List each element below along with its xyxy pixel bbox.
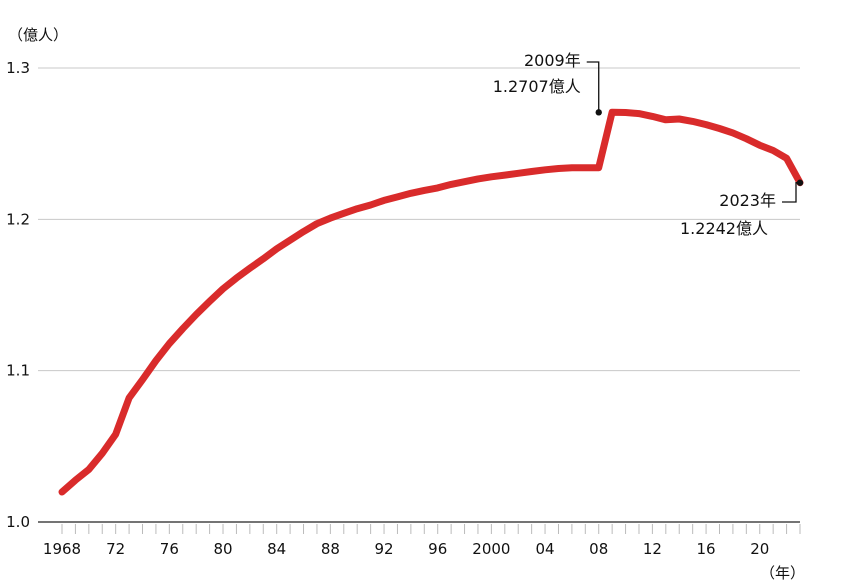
x-tick-label: 20	[750, 540, 769, 558]
series-layer	[58, 108, 804, 496]
y-tick-label: 1.1	[6, 362, 30, 380]
y-unit-label: （億人）	[8, 26, 68, 44]
x-tick-label: 84	[267, 540, 286, 558]
x-tick-label: 92	[374, 540, 393, 558]
annotation-leader	[586, 61, 600, 113]
annotations: 2009年 1.2707億人 2023年 1.2242億人	[493, 51, 804, 238]
x-tick-label: 72	[106, 540, 125, 558]
annotation-value: 1.2242億人	[680, 219, 768, 238]
annotation-year: 2023年	[719, 191, 776, 210]
x-tick-label: 88	[321, 540, 340, 558]
x-tick-label: 12	[643, 540, 662, 558]
y-tick-label: 1.2	[6, 210, 30, 228]
x-tick-label: 80	[213, 540, 232, 558]
x-tick-label: 96	[428, 540, 447, 558]
x-tick-label: 08	[589, 540, 608, 558]
x-tick-label: 04	[536, 540, 555, 558]
series-line	[58, 108, 804, 496]
x-tick-label: 76	[160, 540, 179, 558]
annotation-year: 2009年	[524, 51, 581, 70]
y-axis-ticks: 1.0 1.1 1.2 1.3	[6, 59, 30, 531]
x-tick-label: 1968	[43, 540, 81, 558]
x-axis: 1968 72 76 80 84 88 92 96 2000 04 08 12 16 20	[43, 524, 801, 558]
y-tick-label: 1.0	[6, 513, 30, 531]
x-tick-label: 16	[697, 540, 716, 558]
x-tick-label: 2000	[472, 540, 510, 558]
gridlines	[38, 67, 800, 523]
annotation-value: 1.2707億人	[493, 77, 581, 96]
x-unit-label: （年）	[760, 564, 805, 582]
y-tick-label: 1.3	[6, 59, 30, 77]
annotation-leader	[782, 182, 800, 203]
